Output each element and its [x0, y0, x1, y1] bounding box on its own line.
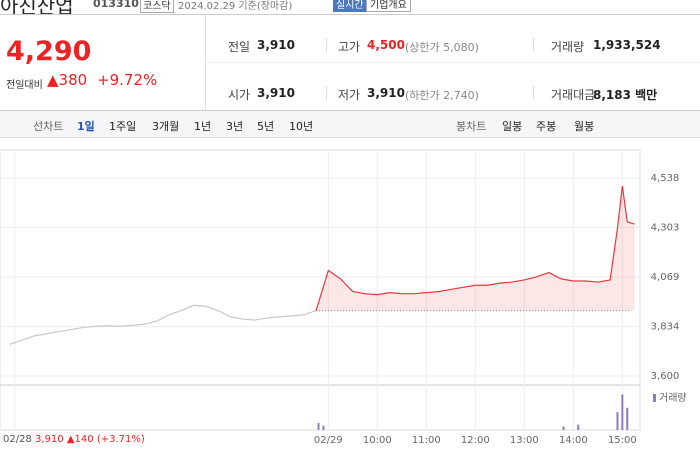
x-tick-label: 02/29 — [314, 435, 343, 446]
divider — [205, 14, 206, 110]
divider — [326, 86, 327, 100]
volume-bar — [317, 422, 320, 430]
volume-bar — [616, 412, 619, 430]
tab[interactable]: 1주일 — [109, 120, 137, 133]
summary-value: 4,500 — [367, 38, 405, 52]
divider — [533, 38, 534, 52]
divider — [206, 62, 700, 63]
volume-bar — [626, 407, 629, 430]
summary-value: 3,910 — [257, 86, 295, 100]
code: 013310 — [93, 0, 139, 10]
tab[interactable]: 주봉 — [536, 120, 557, 133]
summary-extra: (상한가 5,080) — [405, 41, 479, 54]
summary-extra: (하한가 2,740) — [405, 89, 479, 102]
tab[interactable]: 10년 — [289, 120, 314, 133]
footer: 02/28 3,910 ▲140 (+3.71%) — [3, 434, 145, 445]
volume-bar — [322, 425, 325, 430]
summary-value: 3,910 — [257, 38, 295, 52]
summary-label: 전일 — [228, 40, 251, 54]
summary-label: 고가 — [338, 40, 361, 54]
y-tick-label: 4,538 — [651, 173, 680, 184]
tab[interactable]: 3년 — [226, 120, 244, 133]
y-tick-label: 4,069 — [651, 272, 680, 283]
y-tick-label: 3,600 — [651, 371, 680, 382]
footer-rate: (+3.71%) — [96, 434, 145, 445]
area — [316, 186, 635, 311]
divider — [326, 38, 327, 52]
x-tick-label: 11:00 — [412, 435, 441, 446]
tab[interactable]: 5년 — [257, 120, 275, 133]
footer-price: 3,910 — [35, 434, 64, 445]
x-tick-label: 10:00 — [363, 435, 392, 446]
current-price: 4,290 — [6, 36, 92, 67]
summary-box — [0, 14, 700, 111]
summary-value: 1,933,524 — [593, 38, 661, 52]
x-tick-label: 15:00 — [608, 435, 637, 446]
tab[interactable]: 일봉 — [502, 120, 523, 133]
summary-label: 거래량 — [551, 40, 585, 54]
volume-legend: 거래량 — [659, 392, 687, 404]
summary-label: 저가 — [338, 88, 361, 102]
footer-change: ▲140 — [66, 434, 94, 445]
price-line — [9, 304, 317, 345]
tab[interactable]: 월봉 — [574, 120, 595, 133]
y-tick-label: 3,834 — [651, 322, 680, 333]
date: 2024.02.29 기준(장마감) — [178, 1, 293, 12]
tab-bar — [0, 111, 700, 138]
tab-label: 선차트 — [33, 120, 64, 133]
tab-label: 봉차트 — [456, 120, 487, 133]
market: 코스닥 — [140, 0, 174, 13]
footer-date: 02/28 — [3, 434, 32, 445]
volume-legend-swatch — [653, 394, 656, 402]
summary-label: 시가 — [228, 88, 251, 102]
change: ▲380 — [47, 71, 88, 89]
price-line — [315, 185, 635, 311]
plot-frame — [0, 149, 641, 431]
summary-value: 8,183 백만 — [593, 88, 658, 102]
company-button[interactable]: 기업개요 — [366, 0, 411, 12]
volume-bar — [577, 424, 580, 430]
divider — [533, 86, 534, 100]
volume-bar — [562, 426, 565, 430]
realtime-button[interactable]: 실시간 — [333, 0, 367, 12]
x-tick-label: 12:00 — [461, 435, 490, 446]
x-tick-label: 13:00 — [510, 435, 539, 446]
summary-value: 3,910 — [367, 86, 405, 100]
x-tick-label: 14:00 — [559, 435, 588, 446]
title: 아진산업 — [0, 0, 74, 18]
tab[interactable]: 1년 — [194, 120, 212, 133]
summary-label: 거래대금 — [551, 88, 596, 102]
volume-bar — [621, 394, 624, 430]
change-label: 전일대비 — [6, 80, 43, 91]
y-tick-label: 4,303 — [651, 223, 680, 234]
tab[interactable]: 1일 — [77, 120, 95, 133]
rate: +9.72% — [97, 71, 158, 89]
tab[interactable]: 3개월 — [152, 120, 180, 133]
